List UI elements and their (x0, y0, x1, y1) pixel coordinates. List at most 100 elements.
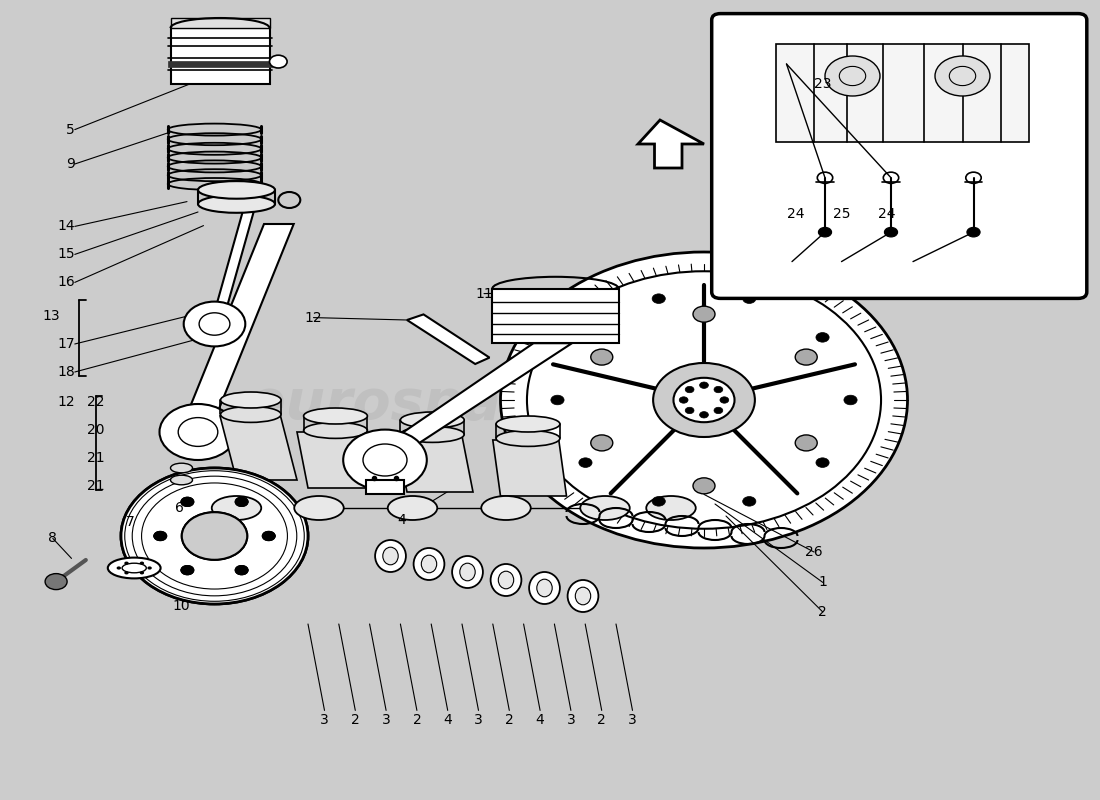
Circle shape (700, 411, 708, 418)
Text: 8: 8 (48, 531, 57, 546)
Ellipse shape (452, 556, 483, 588)
Circle shape (714, 386, 723, 393)
Text: 9: 9 (66, 157, 75, 171)
Polygon shape (493, 289, 618, 343)
Text: 6: 6 (175, 501, 184, 515)
Text: 12: 12 (305, 310, 322, 325)
Circle shape (343, 430, 427, 490)
Ellipse shape (491, 564, 521, 596)
Text: 25: 25 (833, 207, 850, 222)
Text: 21: 21 (87, 478, 104, 493)
Text: 14: 14 (57, 219, 75, 234)
Text: 24: 24 (786, 207, 804, 222)
Ellipse shape (414, 548, 444, 580)
Text: 2: 2 (351, 713, 360, 727)
Circle shape (680, 397, 689, 403)
Ellipse shape (537, 579, 552, 597)
Text: 3: 3 (628, 713, 637, 727)
Circle shape (178, 418, 218, 446)
Text: 3: 3 (320, 713, 329, 727)
Ellipse shape (400, 412, 464, 428)
Circle shape (685, 407, 694, 414)
Circle shape (742, 497, 756, 506)
Ellipse shape (211, 496, 262, 520)
Text: 7: 7 (125, 514, 134, 529)
Circle shape (693, 478, 715, 494)
Polygon shape (220, 416, 297, 480)
Circle shape (45, 574, 67, 590)
Ellipse shape (304, 422, 367, 438)
Circle shape (795, 435, 817, 451)
Circle shape (693, 306, 715, 322)
Polygon shape (168, 61, 272, 67)
Circle shape (579, 333, 592, 342)
Ellipse shape (421, 555, 437, 573)
Circle shape (685, 386, 694, 393)
Circle shape (180, 497, 194, 506)
Ellipse shape (108, 558, 161, 578)
Ellipse shape (170, 463, 192, 473)
Ellipse shape (175, 502, 298, 562)
Ellipse shape (170, 475, 192, 485)
Circle shape (262, 531, 275, 541)
Circle shape (653, 363, 755, 437)
Text: 18: 18 (57, 365, 75, 379)
Circle shape (182, 512, 248, 560)
Polygon shape (396, 436, 473, 492)
Polygon shape (368, 343, 572, 456)
Ellipse shape (198, 181, 275, 198)
Circle shape (235, 566, 249, 575)
Circle shape (579, 458, 592, 467)
FancyBboxPatch shape (712, 14, 1087, 298)
Circle shape (591, 435, 613, 451)
Ellipse shape (375, 540, 406, 572)
Circle shape (262, 531, 275, 541)
Circle shape (673, 378, 735, 422)
Ellipse shape (387, 496, 438, 520)
Ellipse shape (581, 496, 629, 520)
Polygon shape (170, 28, 270, 84)
Circle shape (816, 333, 829, 342)
Ellipse shape (568, 580, 598, 612)
Circle shape (154, 531, 167, 541)
Ellipse shape (529, 572, 560, 604)
Text: eurosparts: eurosparts (249, 377, 587, 431)
Ellipse shape (647, 496, 695, 520)
Polygon shape (776, 44, 1028, 142)
Ellipse shape (220, 392, 282, 408)
Circle shape (652, 294, 666, 303)
Text: 2: 2 (818, 605, 827, 619)
Circle shape (117, 566, 121, 570)
Circle shape (124, 562, 129, 565)
Text: 4: 4 (443, 713, 452, 727)
Circle shape (884, 227, 898, 237)
Circle shape (180, 566, 194, 575)
Circle shape (180, 497, 194, 506)
Circle shape (270, 55, 287, 68)
Ellipse shape (220, 406, 282, 422)
Circle shape (140, 562, 144, 565)
Circle shape (652, 497, 666, 506)
Circle shape (816, 458, 829, 467)
Ellipse shape (202, 515, 271, 549)
Ellipse shape (496, 416, 560, 432)
Text: 16: 16 (57, 275, 75, 290)
Text: 10: 10 (173, 598, 190, 613)
Text: 24: 24 (878, 207, 895, 222)
Circle shape (235, 566, 249, 575)
Text: 22: 22 (87, 394, 104, 409)
Circle shape (180, 566, 194, 575)
Circle shape (182, 512, 248, 560)
Text: 2: 2 (597, 713, 606, 727)
Ellipse shape (400, 426, 464, 442)
Circle shape (935, 56, 990, 96)
Text: 17: 17 (57, 337, 75, 351)
Circle shape (199, 313, 230, 335)
Polygon shape (407, 314, 490, 364)
Text: 21: 21 (87, 450, 104, 465)
Circle shape (844, 395, 857, 405)
Circle shape (124, 571, 129, 574)
Polygon shape (214, 206, 255, 312)
Ellipse shape (198, 195, 275, 213)
Text: 2: 2 (412, 713, 421, 727)
